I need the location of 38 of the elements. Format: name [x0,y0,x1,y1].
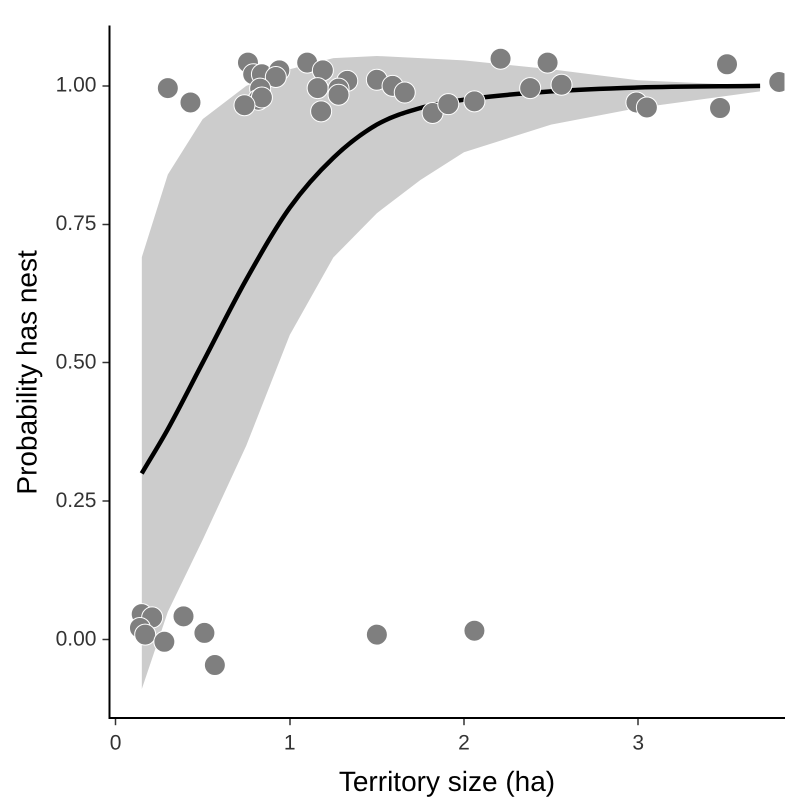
point [519,77,542,100]
y-tick-label: 0.25 [56,488,96,512]
point [490,48,512,70]
point [233,94,256,116]
point [463,90,486,112]
point [153,630,176,653]
point [134,624,156,646]
point [709,97,732,119]
x-tick-label: 2 [458,732,470,755]
point [204,654,226,676]
point [422,102,444,124]
point [463,620,486,642]
point [172,605,195,628]
point [366,624,388,646]
point [310,100,332,122]
point [179,91,202,114]
y-tick-label: 1.00 [56,74,96,97]
point [394,81,416,104]
y-tick-label: 0.50 [56,350,96,374]
point [536,52,559,74]
point [550,74,573,96]
point [296,52,318,74]
point [437,93,460,116]
x-axis-title: Territory size (ha) [338,766,556,797]
point [328,84,350,106]
point [156,77,179,100]
y-axis-title: Probability has nest [12,250,43,495]
y-tick-label: 0.75 [56,212,96,236]
point [306,77,329,100]
x-tick-label: 0 [110,732,122,755]
point [264,66,287,88]
point [636,96,658,118]
point [716,53,738,76]
point [193,622,216,644]
x-tick-label: 3 [632,732,644,755]
y-tick-label: 0.00 [56,627,96,650]
point [312,59,334,82]
x-tick-label: 1 [284,732,296,755]
